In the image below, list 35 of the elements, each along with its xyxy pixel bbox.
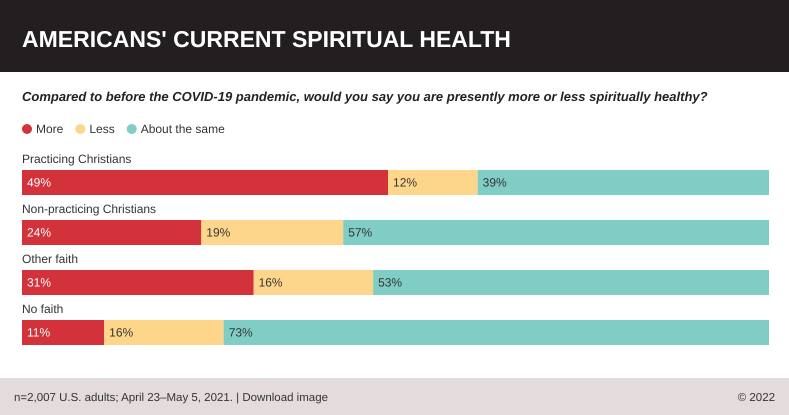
bar <box>22 320 104 345</box>
y-tick-label: Other faith <box>22 252 78 266</box>
bar <box>22 220 202 245</box>
bar <box>201 220 344 245</box>
data-label: 16% <box>258 276 283 290</box>
bar <box>478 170 769 195</box>
bar <box>388 170 478 195</box>
y-tick-label: Non-practicing Christians <box>22 202 156 216</box>
data-label: 57% <box>348 226 373 240</box>
data-label: 39% <box>482 176 508 190</box>
legend-label: More <box>36 122 64 136</box>
data-label: 16% <box>109 326 134 340</box>
bar <box>22 170 388 195</box>
chart-subtitle: Compared to before the COVID-19 pandemic, would you say you are presently more or less spiritually healthy? <box>22 89 708 104</box>
chart-title: AMERICANS' CURRENT SPIRITUAL HEALTH <box>22 26 511 52</box>
data-label: 73% <box>228 326 254 340</box>
y-tick-label: No faith <box>22 302 64 316</box>
bar <box>373 270 769 295</box>
data-label: 31% <box>27 276 52 290</box>
bar <box>104 320 224 345</box>
legend-label: Less <box>89 122 115 136</box>
bar <box>343 220 769 245</box>
data-label: 24% <box>27 226 52 240</box>
data-label: 11% <box>27 326 50 340</box>
data-label: 12% <box>393 176 418 190</box>
bar <box>22 270 254 295</box>
data-label: 49% <box>27 176 52 190</box>
text: © 2022 <box>738 392 775 404</box>
bar <box>224 320 769 345</box>
data-label: 53% <box>378 276 402 290</box>
bar <box>254 270 374 295</box>
legend-label: About the same <box>140 122 226 136</box>
y-tick-label: Practicing Christians <box>22 152 132 166</box>
data-label: 19% <box>206 226 231 240</box>
text: n=2,007 U.S. adults; April 23–May 5, 2021. | Download image <box>14 392 328 404</box>
